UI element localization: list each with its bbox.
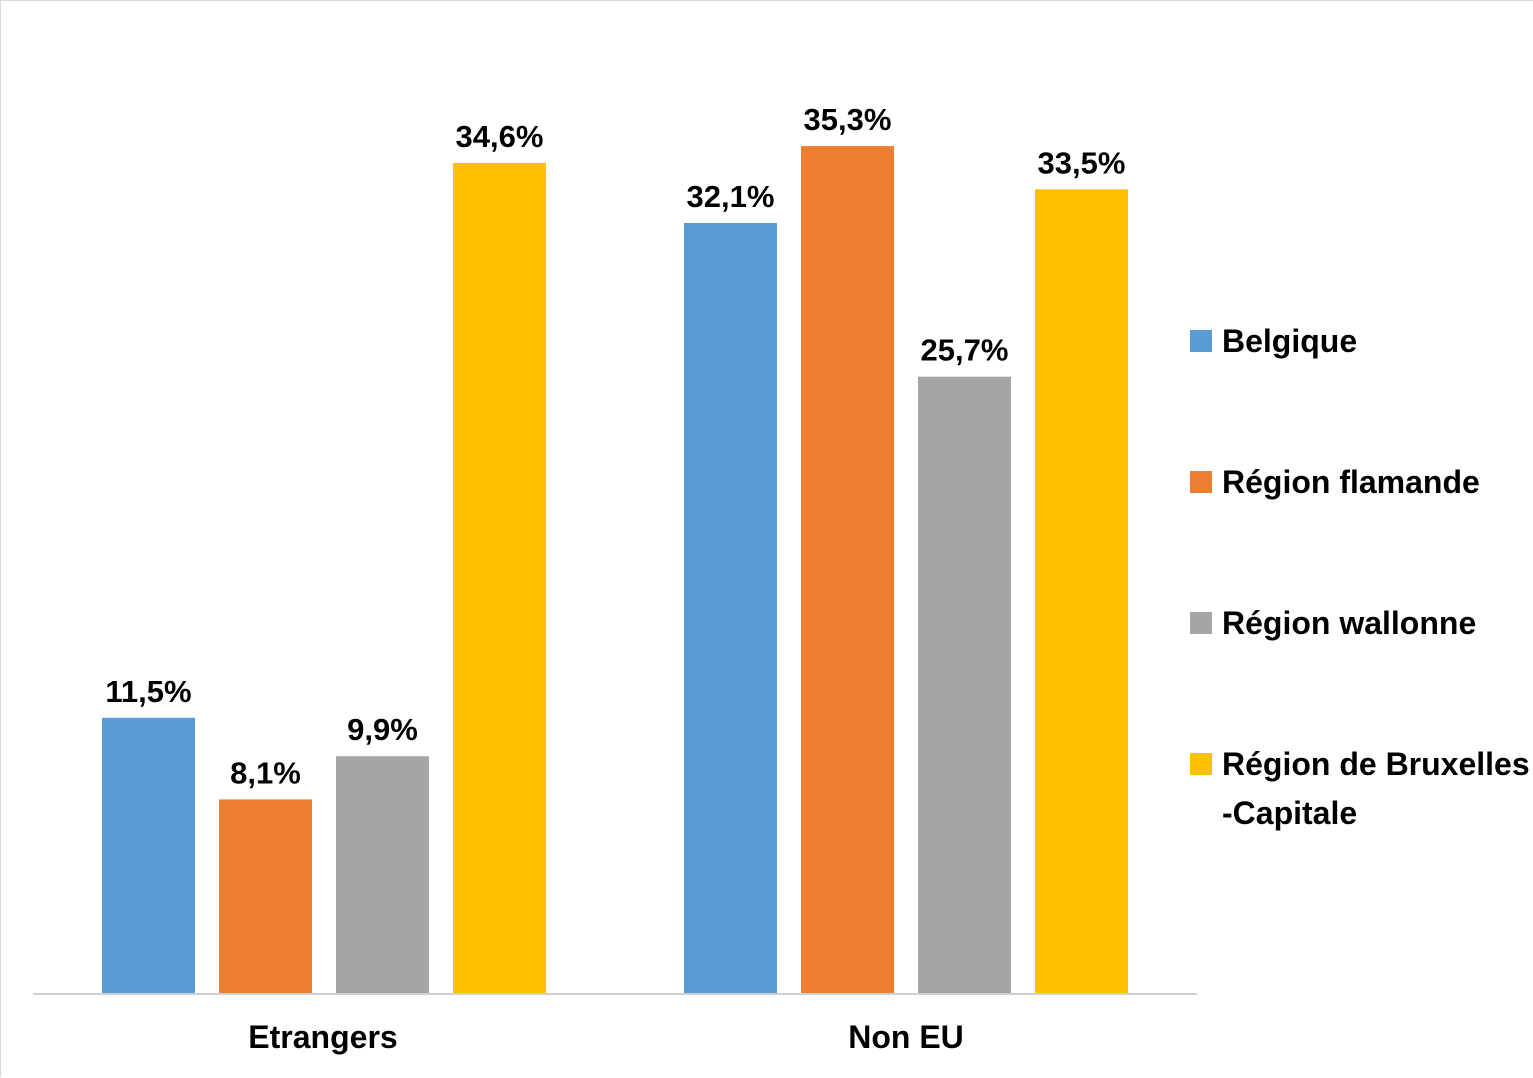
legend-item-3[interactable]: Région de Bruxelles -Capitale [1190, 746, 1530, 831]
bar-0-3 [453, 162, 546, 994]
legend-label-3-line-1: -Capitale [1222, 795, 1357, 831]
value-label-0-3: 34,6% [456, 119, 544, 154]
category-label-1: Non EU [848, 1019, 964, 1055]
bars-group [102, 146, 1128, 994]
legend-label-3-line-0: Région de Bruxelles [1222, 746, 1530, 782]
legend-swatch-0 [1190, 330, 1212, 352]
legend-label-0: Belgique [1222, 323, 1357, 359]
value-label-1-0: 32,1% [687, 179, 775, 214]
value-label-1-2: 25,7% [921, 333, 1009, 368]
bar-0-2 [336, 756, 429, 994]
category-labels-group: Etrangers Non EU [248, 1019, 963, 1055]
category-label-0: Etrangers [248, 1019, 397, 1055]
legend-swatch-1 [1190, 471, 1212, 493]
bar-0-1 [219, 799, 312, 994]
value-label-0-2: 9,9% [347, 712, 418, 747]
value-label-1-3: 33,5% [1038, 145, 1126, 180]
value-label-0-0: 11,5% [105, 674, 191, 709]
legend-item-1[interactable]: Région flamande [1190, 464, 1480, 500]
legend-item-0[interactable]: Belgique [1190, 323, 1357, 359]
bar-1-0 [684, 222, 777, 994]
value-label-1-1: 35,3% [804, 102, 892, 137]
legend-swatch-3 [1190, 753, 1212, 775]
bar-1-2 [918, 376, 1011, 994]
value-label-0-1: 8,1% [230, 755, 301, 790]
legend-label-2: Région wallonne [1222, 605, 1476, 641]
bar-1-3 [1035, 189, 1128, 994]
legend-swatch-2 [1190, 612, 1212, 634]
bar-0-0 [102, 717, 195, 994]
legend-item-2[interactable]: Région wallonne [1190, 605, 1476, 641]
bar-1-1 [801, 146, 894, 994]
legend[interactable]: Belgique Région flamande Région wallonne Ré… [1190, 323, 1530, 831]
value-labels-group: 11,5% 8,1% 9,9% 34,6% 32,1% 35,3% 25,7% 33,5% [105, 102, 1125, 790]
legend-label-1: Région flamande [1222, 464, 1480, 500]
